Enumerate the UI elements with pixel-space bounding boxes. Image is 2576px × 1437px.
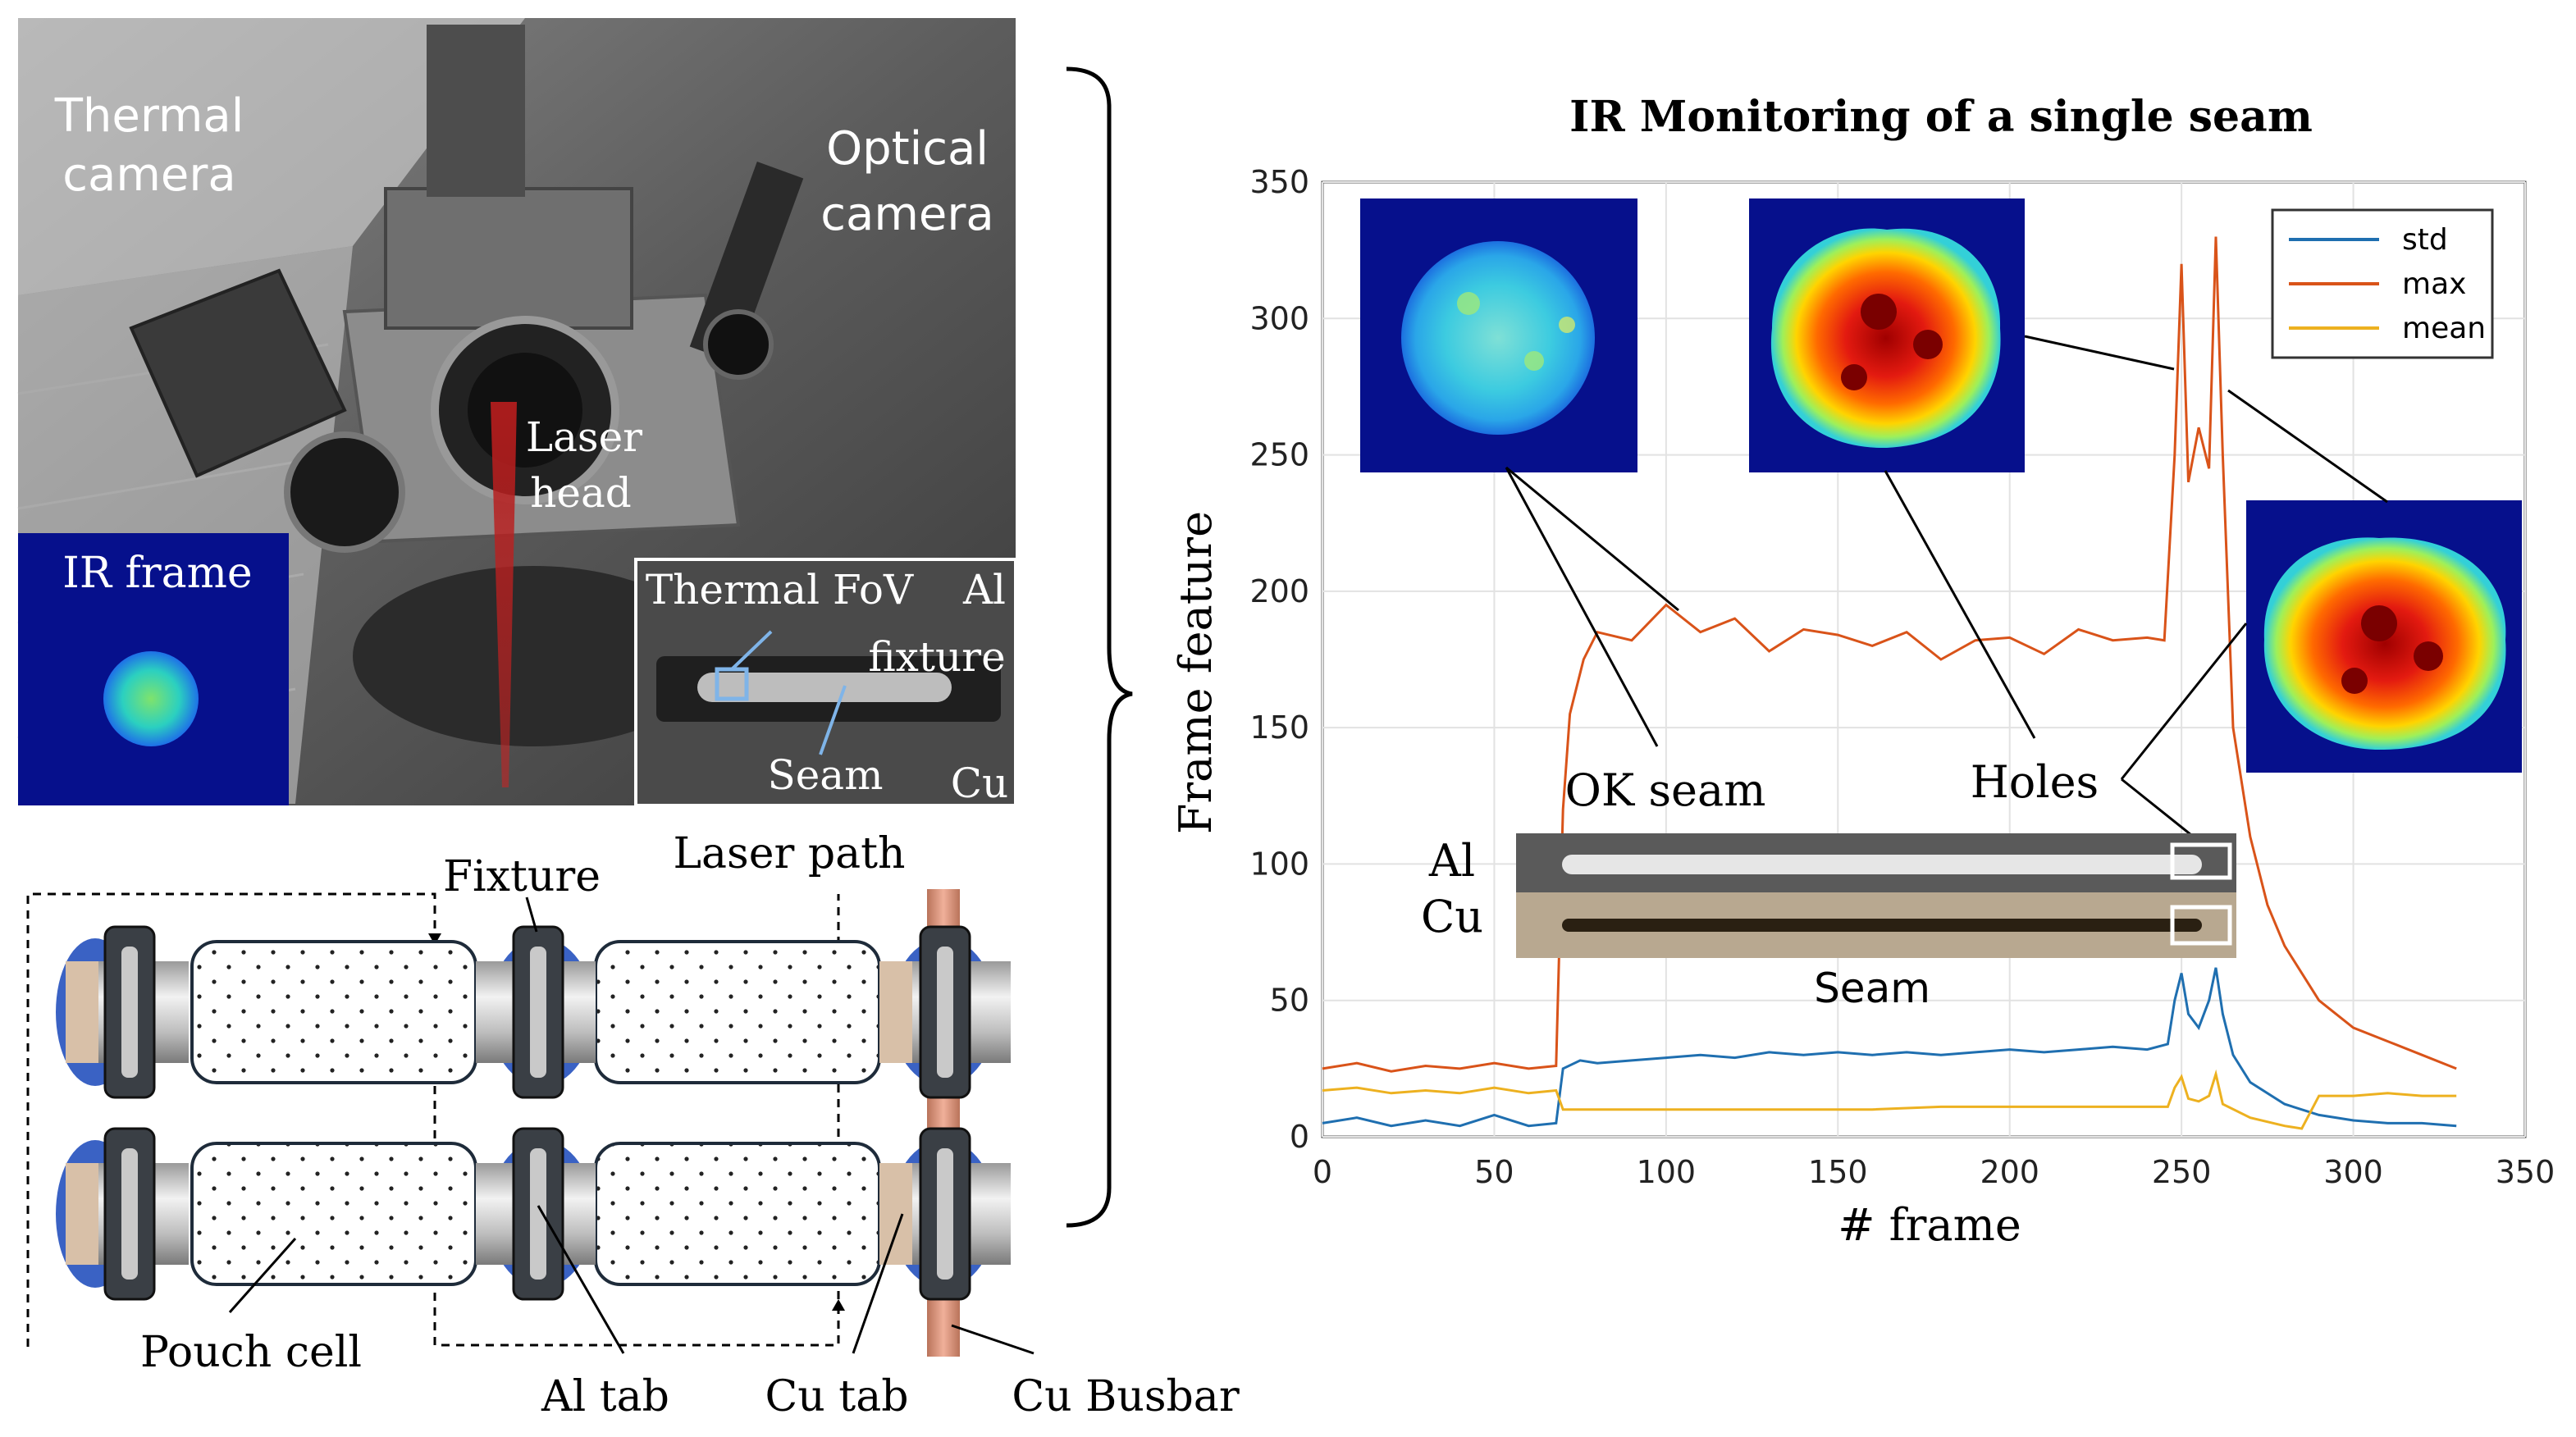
x-tick-label: 200 xyxy=(1980,1154,2039,1190)
x-tick-label: 100 xyxy=(1637,1154,1697,1190)
x-tick-label: 350 xyxy=(2496,1154,2555,1190)
laser-path-left xyxy=(26,892,436,1347)
pouch-cell xyxy=(594,1142,881,1286)
ir-frame-label: IR frame xyxy=(62,549,252,598)
ir-thumb-hole-2 xyxy=(2246,500,2522,773)
thermal-fov-label: Thermal FoV xyxy=(646,566,914,614)
inset-cu-label: Cu xyxy=(951,760,1008,807)
inset-fixture-label: fixture xyxy=(868,633,1005,681)
ok-seam-label: OK seam xyxy=(1565,764,1766,816)
pouch-cell-label: Pouch cell xyxy=(140,1328,362,1377)
seam-al-label: Al xyxy=(1428,835,1475,887)
x-tick-label: 50 xyxy=(1474,1154,1514,1190)
y-tick-label: 200 xyxy=(1249,573,1309,609)
thermal-fov-inset: Thermal FoV Al fixture Seam Cu xyxy=(634,558,1017,807)
legend-mean-label: mean xyxy=(2402,312,2486,345)
ir-thumb-hole-1 xyxy=(1749,198,2025,472)
x-tick-labels: 0 50 100 150 200 250 300 350 xyxy=(1313,1154,2555,1190)
laser-head-label-2: head xyxy=(530,469,632,517)
series-line-std xyxy=(1322,967,2457,1128)
thermal-camera-label-2: camera xyxy=(62,148,235,202)
module-row-1 xyxy=(56,925,1011,1099)
cu-busbar-label: Cu Busbar xyxy=(1012,1372,1239,1421)
cu-tab-label: Cu tab xyxy=(765,1372,909,1421)
x-tick-label: 0 xyxy=(1313,1154,1332,1190)
optical-camera-label-1: Optical xyxy=(826,122,989,176)
chart-legend: std max mean xyxy=(2271,208,2494,359)
series-line-max xyxy=(1322,236,2457,1073)
y-tick-label: 300 xyxy=(1249,300,1309,336)
laser-head-label-1: Laser xyxy=(526,413,642,461)
fixture-label: Fixture xyxy=(443,852,601,901)
y-tick-label: 0 xyxy=(1290,1119,1309,1155)
legend-std-label: std xyxy=(2402,223,2448,257)
x-tick-label: 300 xyxy=(2323,1154,2383,1190)
thermal-camera-label-1: Thermal xyxy=(54,89,244,143)
ir-frame-spot xyxy=(103,651,199,746)
y-tick-label: 350 xyxy=(1249,164,1309,200)
x-tick-label: 150 xyxy=(1808,1154,1868,1190)
grouping-brace xyxy=(1066,66,1133,1228)
x-axis-label: # frame xyxy=(1838,1199,2021,1251)
y-tick-label: 250 xyxy=(1249,437,1309,473)
legend-max-label: max xyxy=(2402,267,2466,301)
ir-frame-inset: IR frame xyxy=(18,533,289,805)
laser-beam xyxy=(491,402,517,787)
laser-path-right xyxy=(433,894,840,1347)
pouch-cell xyxy=(594,940,881,1084)
battery-schematic: Fixture Laser path Pouch cell Al tab Cu … xyxy=(26,829,1240,1421)
seam-cu-label: Cu xyxy=(1421,891,1483,942)
x-tick-label: 250 xyxy=(2152,1154,2212,1190)
al-tab-label: Al tab xyxy=(541,1372,669,1421)
y-tick-label: 100 xyxy=(1249,846,1309,882)
setup-photo: Thermal camera Optical camera Laser head… xyxy=(17,18,1017,807)
pouch-cell xyxy=(190,1142,477,1286)
seam-photo-inset: Al Cu Seam xyxy=(1421,833,2236,1012)
inset-al-label: Al xyxy=(962,566,1006,614)
pouch-cell xyxy=(190,940,477,1084)
chart-title: IR Monitoring of a single seam xyxy=(1569,92,2313,142)
ir-thumb-ok xyxy=(1360,198,1637,472)
ir-chart: IR Monitoring of a single seam 0 50 100 150… xyxy=(1170,92,2555,1251)
seam-label: Seam xyxy=(1814,965,1930,1012)
y-tick-labels: 0 50 100 150 200 250 300 350 xyxy=(1249,164,1309,1155)
series-line-mean xyxy=(1322,1069,2457,1130)
chart-series xyxy=(1322,236,2457,1130)
optical-camera-label-2: camera xyxy=(820,188,993,241)
y-axis-label: Frame feature xyxy=(1170,511,1222,834)
y-tick-label: 150 xyxy=(1249,709,1309,746)
holes-label: Holes xyxy=(1971,756,2099,808)
module-row-2 xyxy=(56,1127,1011,1301)
y-tick-label: 50 xyxy=(1270,983,1309,1019)
inset-seam-label: Seam xyxy=(767,751,883,799)
laser-path-label: Laser path xyxy=(673,829,905,878)
